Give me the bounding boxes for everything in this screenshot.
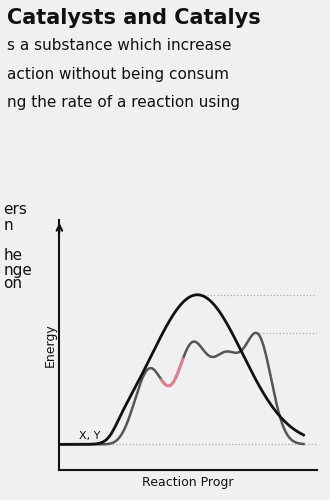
Text: n: n [3, 218, 13, 232]
Text: action without being consum: action without being consum [7, 66, 229, 82]
Text: he: he [3, 248, 22, 262]
X-axis label: Reaction Progr: Reaction Progr [142, 476, 234, 488]
Text: nge: nge [3, 262, 32, 278]
Text: X, Y: X, Y [79, 431, 101, 441]
Text: s a substance which increase: s a substance which increase [7, 38, 231, 52]
Text: on: on [3, 276, 22, 291]
Text: Catalysts and Catalys: Catalysts and Catalys [7, 8, 260, 28]
Text: ers: ers [3, 202, 27, 218]
Y-axis label: Energy: Energy [44, 323, 57, 367]
Text: ng the rate of a reaction using: ng the rate of a reaction using [7, 96, 240, 110]
